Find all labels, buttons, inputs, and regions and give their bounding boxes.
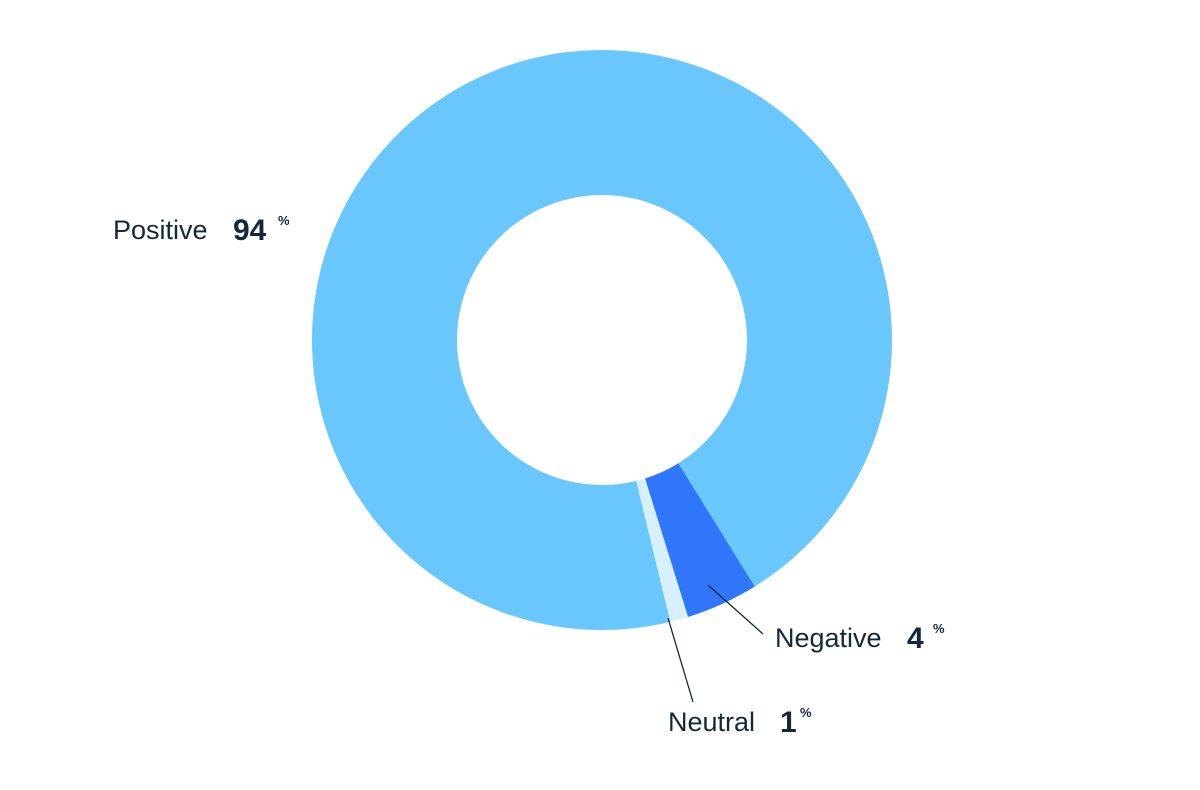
slice-neutral (636, 478, 689, 622)
donut-slices (312, 50, 892, 631)
slice-label-unit-positive: % (278, 213, 290, 228)
slice-label-value-negative: 4 (907, 622, 924, 655)
slice-label-value-neutral: 1 (780, 706, 797, 739)
slice-label-unit-neutral: % (800, 705, 812, 720)
slice-label-negative: Negative 4 % (775, 621, 945, 655)
slice-label-value-positive: 94 (233, 214, 267, 247)
slice-label-name-positive: Positive (113, 215, 208, 245)
leader-line-negative (707, 584, 764, 635)
slice-label-name-negative: Negative (775, 623, 882, 653)
slice-label-unit-negative: % (933, 621, 945, 636)
slice-label-neutral: Neutral 1 % (668, 705, 812, 739)
slice-label-name-neutral: Neutral (668, 707, 755, 737)
slice-label-positive: Positive 94 % (113, 213, 290, 247)
slice-negative (645, 463, 755, 617)
leader-line-neutral (667, 617, 694, 703)
slice-positive (312, 50, 892, 631)
